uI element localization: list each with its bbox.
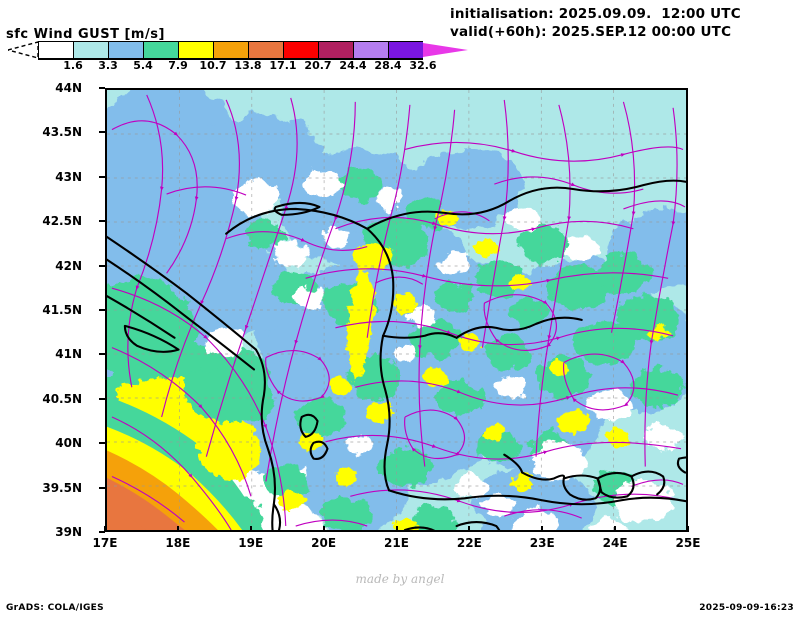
x-axis-tick-17E — [104, 526, 106, 532]
valid-time-text: valid(+60h): 2025.SEP.12 00:00 UTC — [450, 24, 732, 40]
y-axis-label-43N: 43N — [55, 169, 82, 184]
colorbar-tick-3: 7.9 — [168, 59, 188, 72]
y-axis-label-43.5N: 43.5N — [42, 125, 82, 140]
x-axis-label-20E: 20E — [311, 536, 337, 550]
x-axis-label-25E: 25E — [675, 536, 701, 550]
colorbar-tick-7: 20.7 — [304, 59, 332, 72]
colorbar-band-3 — [143, 41, 178, 59]
x-axis-label-18E: 18E — [165, 536, 191, 550]
x-axis-tick-20E — [322, 526, 325, 532]
x-axis-label-21E: 21E — [384, 536, 409, 550]
colorbar-tick-4: 10.7 — [199, 59, 227, 72]
y-axis-tick-44N — [99, 87, 105, 89]
y-axis-tick-41.5N — [99, 309, 105, 311]
colorbar-band-0 — [38, 41, 73, 59]
y-axis-tick-42.5N — [99, 220, 105, 223]
y-axis-label-39N: 39N — [55, 525, 82, 539]
y-axis-label-40.5N: 40.5N — [42, 391, 82, 406]
y-axis-tick-40N — [99, 442, 105, 445]
y-axis-label-42.5N: 42.5N — [42, 214, 82, 229]
colorbar-tick-0: 1.6 — [63, 59, 83, 72]
render-timestamp: 2025-09-09-16:23 — [699, 603, 794, 613]
y-axis-tick-43.5N — [99, 131, 105, 134]
y-axis-label-41.5N: 41.5N — [42, 303, 82, 317]
colorbar-tick-5: 13.8 — [234, 59, 262, 72]
colorbar-tick-10: 32.6 — [409, 59, 437, 72]
x-axis-label-17E: 17E — [92, 536, 118, 550]
colorbar-band-4 — [178, 41, 213, 59]
colorbar-tick-1: 3.3 — [98, 59, 118, 72]
grads-credit: GrADS: COLA/IGES — [6, 603, 104, 613]
x-axis-tick-19E — [249, 526, 252, 532]
y-axis-tick-40.5N — [99, 397, 105, 400]
colorbar-tick-8: 24.4 — [339, 59, 367, 72]
colorbar-band-9 — [353, 41, 388, 59]
y-axis-tick-39.5N — [99, 486, 105, 489]
x-axis-tick-18E — [176, 526, 179, 532]
x-axis-tick-22E — [468, 526, 471, 532]
colorbar-band-10 — [388, 41, 423, 59]
colorbar-baseline — [38, 59, 423, 60]
x-axis-label-22E: 22E — [456, 536, 482, 550]
y-axis-label-42N: 42N — [55, 258, 82, 273]
y-axis-label-39.5N: 39.5N — [42, 480, 82, 495]
y-axis-tick-43N — [99, 175, 105, 178]
y-axis-tick-39N — [99, 531, 105, 533]
x-axis-tick-24E — [614, 526, 617, 532]
x-axis-label-23E: 23E — [529, 536, 555, 550]
y-axis-tick-41N — [99, 353, 105, 356]
colorbar-tick-2: 5.4 — [133, 59, 153, 72]
y-axis-label-41N: 41N — [55, 347, 82, 362]
map-plot-area[interactable] — [105, 88, 688, 532]
x-axis-label-24E: 24E — [602, 536, 628, 550]
colorbar-band-6 — [248, 41, 283, 59]
y-axis-label-40N: 40N — [55, 436, 82, 451]
colorbar-over-triangle-icon — [423, 41, 468, 59]
x-axis-tick-23E — [541, 526, 544, 532]
colorbar — [8, 41, 468, 59]
weather-map-canvas — [107, 90, 686, 530]
colorbar-band-1 — [73, 41, 108, 59]
x-axis-label-19E: 19E — [238, 536, 264, 550]
x-axis-tick-21E — [395, 526, 398, 532]
colorbar-band-5 — [213, 41, 248, 59]
colorbar-band-8 — [318, 41, 353, 59]
y-axis-tick-42N — [99, 264, 105, 267]
y-axis-label-44N: 44N — [55, 81, 82, 95]
x-axis-tick-25E — [687, 526, 689, 532]
colorbar-tick-9: 28.4 — [374, 59, 402, 72]
colorbar-under-triangle-icon — [8, 41, 38, 59]
watermark-text: made by angel — [355, 572, 445, 586]
colorbar-tick-6: 17.1 — [269, 59, 297, 72]
colorbar-band-7 — [283, 41, 318, 59]
page-title: sfc Wind GUST [m/s] — [6, 27, 165, 42]
initialisation-text: initialisation: 2025.09.09. 12:00 UTC — [450, 6, 741, 22]
colorbar-band-2 — [108, 41, 143, 59]
